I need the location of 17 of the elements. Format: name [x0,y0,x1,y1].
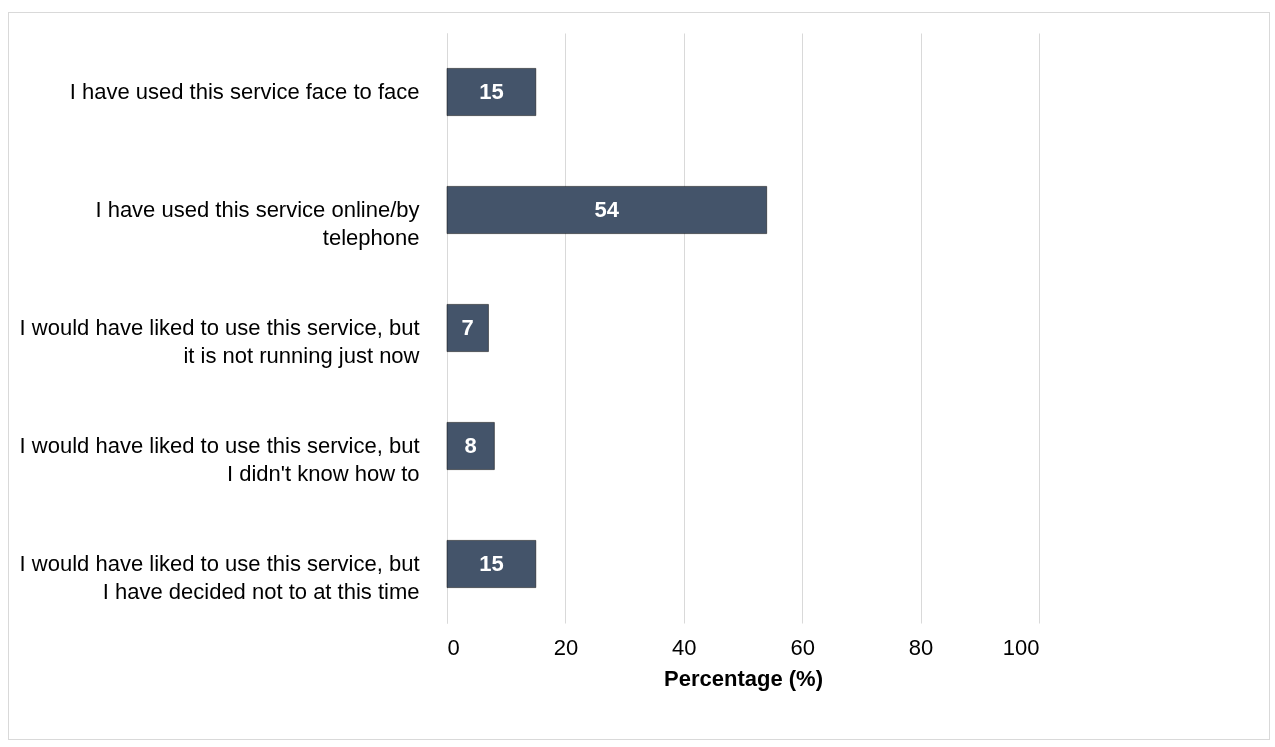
x-axis-title: Percentage (%) [664,665,823,691]
x-tick-label: 0 [447,634,460,660]
data-label: 15 [479,551,504,576]
x-tick-label: 100 [1002,634,1040,660]
data-label: 54 [594,197,620,222]
y-tick-label: I have used this service face to face [69,79,420,104]
y-tick-label: I would have liked to use this service, but it is not running just now [19,315,420,368]
x-tick-label: 60 [790,634,815,660]
x-tick-label: 40 [672,634,697,660]
data-label: 15 [479,79,504,104]
data-label: 8 [464,433,477,458]
data-label: 7 [461,315,474,340]
y-tick-label: I would have liked to use this service, but I have decided not to at this time [19,551,420,604]
x-tick-label: 20 [553,634,579,660]
y-tick-label: I would have liked to use this service, but I didn't know how to [19,433,420,486]
x-tick-label: 80 [908,634,934,660]
y-tick-label: I have used this service online/by telephone [95,197,420,250]
